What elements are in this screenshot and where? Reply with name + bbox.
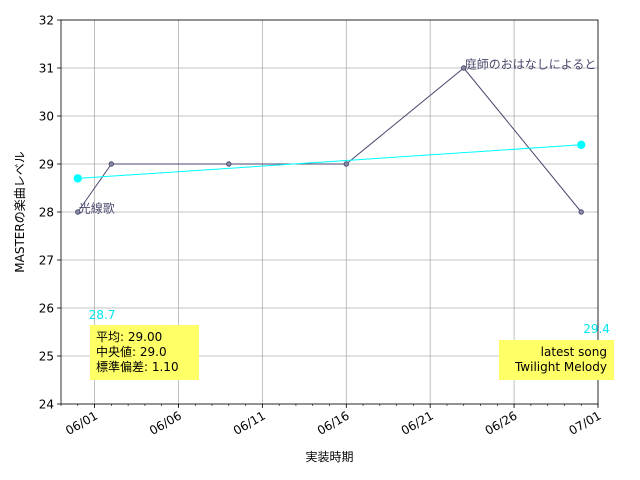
trend-end-label: 29.4 <box>583 322 610 336</box>
y-tick-label: 27 <box>39 254 54 268</box>
trend-point <box>73 174 82 183</box>
latest-song-line: latest song <box>541 345 607 359</box>
y-tick-label: 26 <box>39 302 54 316</box>
series-layer <box>73 65 586 215</box>
level-point <box>108 161 115 167</box>
x-tick-label: 06/26 <box>483 408 520 437</box>
y-tick-label: 32 <box>39 14 54 28</box>
trend-point <box>577 140 586 149</box>
level-point <box>343 161 349 167</box>
stats-line: 中央値: 29.0 <box>96 344 167 359</box>
level-point <box>578 209 584 215</box>
x-tick-label: 06/16 <box>315 408 352 437</box>
x-tick-label: 07/01 <box>567 408 604 437</box>
level-point <box>75 209 81 215</box>
level-line <box>77 67 582 213</box>
latest-song-line: Twilight Melody <box>514 360 607 374</box>
x-tick-label: 06/01 <box>63 408 100 437</box>
x-axis-label: 実装時期 <box>305 449 353 464</box>
stats-line: 標準偏差: 1.10 <box>96 359 179 374</box>
y-axis-label: MASTERの楽曲レベル <box>13 151 27 272</box>
x-tick-label: 06/21 <box>399 408 436 437</box>
level-point <box>461 65 467 71</box>
level-point <box>226 161 232 167</box>
y-tick-label: 28 <box>39 206 54 220</box>
y-tick-label: 31 <box>39 62 54 76</box>
stats-box <box>90 325 199 380</box>
y-tick-label: 29 <box>39 158 54 172</box>
song-annotation: 庭師のおはなしによると <box>465 57 597 72</box>
x-tick-label: 06/06 <box>147 408 184 437</box>
y-tick-label: 24 <box>39 398 54 412</box>
trend-start-label: 28.7 <box>89 308 116 322</box>
latest-song-box <box>499 340 614 380</box>
y-tick-label: 25 <box>39 350 54 364</box>
trend-line <box>77 144 582 179</box>
x-tick-label: 06/11 <box>231 408 268 437</box>
stats-line: 平均: 29.00 <box>96 330 162 344</box>
y-tick-label: 30 <box>39 110 54 124</box>
song-annotation: 光線歌 <box>79 201 115 216</box>
